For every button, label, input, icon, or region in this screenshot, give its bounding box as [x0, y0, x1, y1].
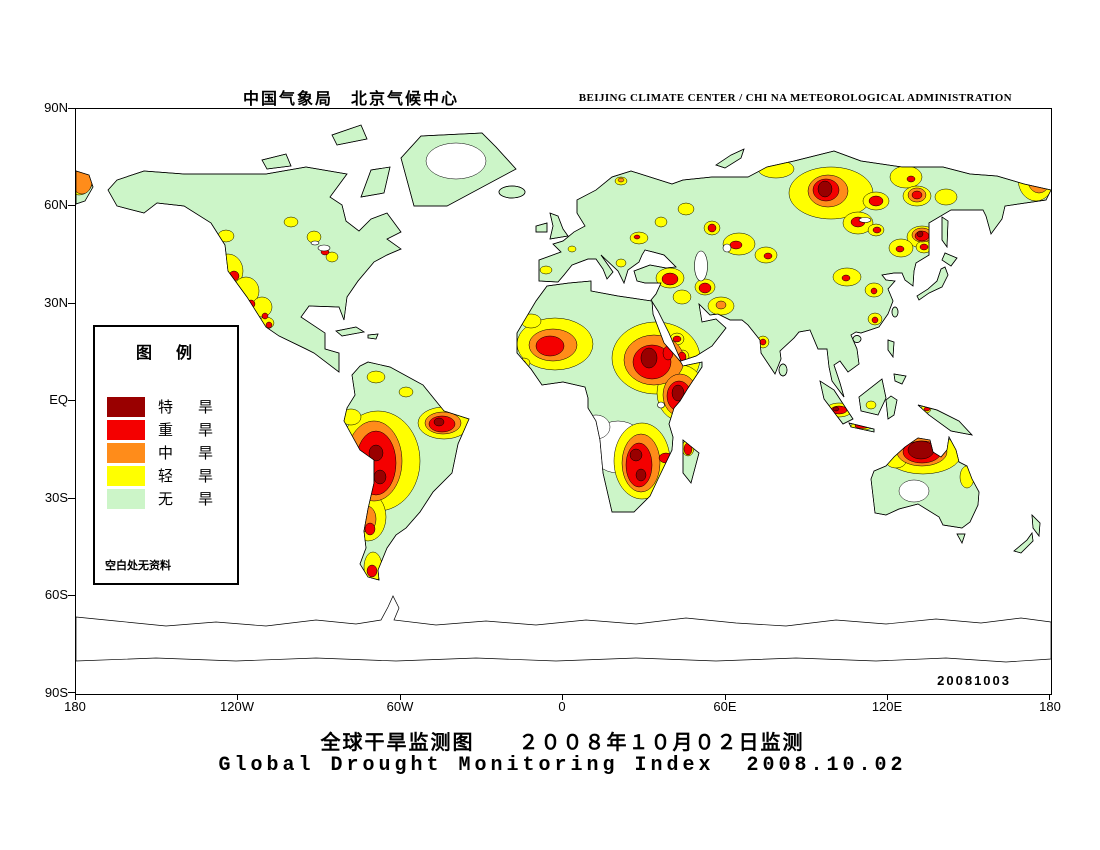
- lon-label-180w: 180: [64, 699, 86, 714]
- legend-no-data-note: 空白处无资料: [105, 560, 171, 572]
- world-map-frame: 20081003 图 例 特 旱 重 旱 中 旱 轻 旱: [75, 108, 1052, 695]
- lat-tick: [68, 303, 75, 304]
- legend-label-severe: 重 旱: [158, 423, 219, 439]
- legend-swatch-severe: [107, 419, 145, 440]
- legend-swatch-none: [107, 488, 145, 509]
- legend-label-none: 无 旱: [158, 492, 219, 508]
- legend-item-light: 轻 旱: [107, 464, 237, 487]
- lat-label-EQ: EQ: [49, 392, 68, 407]
- lon-label-60e: 60E: [713, 699, 737, 714]
- lat-tick: [68, 595, 75, 596]
- lon-label-120e: 120E: [871, 699, 903, 714]
- lat-tick: [68, 108, 75, 109]
- legend-item-none: 无 旱: [107, 487, 237, 510]
- antarctica-shape: [76, 595, 1051, 663]
- lon-tick: [237, 694, 238, 700]
- lat-tick: [68, 498, 75, 499]
- lon-label-180e: 180: [1039, 699, 1061, 714]
- lon-tick: [400, 694, 401, 700]
- lon-label-60w: 60W: [386, 699, 414, 714]
- header-title-english: BEIJING CLIMATE CENTER / CHI NA METEOROL…: [578, 92, 1012, 104]
- footer-title-chinese: 全球干旱监测图 ２００８年１０月０２日监测: [320, 732, 805, 754]
- legend-label-extreme: 特 旱: [158, 400, 219, 416]
- legend-item-moderate: 中 旱: [107, 441, 237, 464]
- lon-tick: [75, 694, 76, 700]
- legend-item-severe: 重 旱: [107, 418, 237, 441]
- legend-swatch-moderate: [107, 442, 145, 463]
- lon-tick: [1049, 694, 1050, 700]
- legend-swatch-light: [107, 465, 145, 486]
- legend-item-extreme: 特 旱: [107, 395, 237, 418]
- legend-label-light: 轻 旱: [158, 469, 219, 485]
- lakes-layer: [310, 217, 872, 409]
- lon-label-0: 0: [558, 699, 566, 714]
- footer-title-english: Global Drought Monitoring Index 2008.10.…: [218, 754, 907, 777]
- legend-swatch-extreme: [107, 396, 145, 417]
- lat-label-30S: 30S: [44, 490, 68, 505]
- header-title-chinese: 中国气象局 北京气候中心: [243, 91, 460, 108]
- lat-tick: [68, 205, 75, 206]
- lat-label-90N: 90N: [44, 100, 68, 115]
- lat-label-90S: 90S: [44, 685, 68, 700]
- lon-tick: [562, 694, 563, 700]
- lat-label-60S: 60S: [44, 587, 68, 602]
- legend-label-moderate: 中 旱: [158, 446, 219, 462]
- lat-label-30N: 30N: [44, 295, 68, 310]
- legend-title: 图 例: [135, 345, 196, 362]
- world-map-svg: [76, 124, 1051, 663]
- lon-tick: [725, 694, 726, 700]
- lon-tick: [887, 694, 888, 700]
- lat-tick: [68, 400, 75, 401]
- legend-box: 图 例 特 旱 重 旱 中 旱 轻 旱: [93, 325, 239, 585]
- legend-items: 特 旱 重 旱 中 旱 轻 旱 无 旱: [107, 395, 237, 510]
- map-datestamp: 20081003: [937, 673, 1011, 688]
- lon-label-120w: 120W: [220, 699, 254, 714]
- lat-label-60N: 60N: [44, 197, 68, 212]
- lat-tick: [68, 692, 75, 693]
